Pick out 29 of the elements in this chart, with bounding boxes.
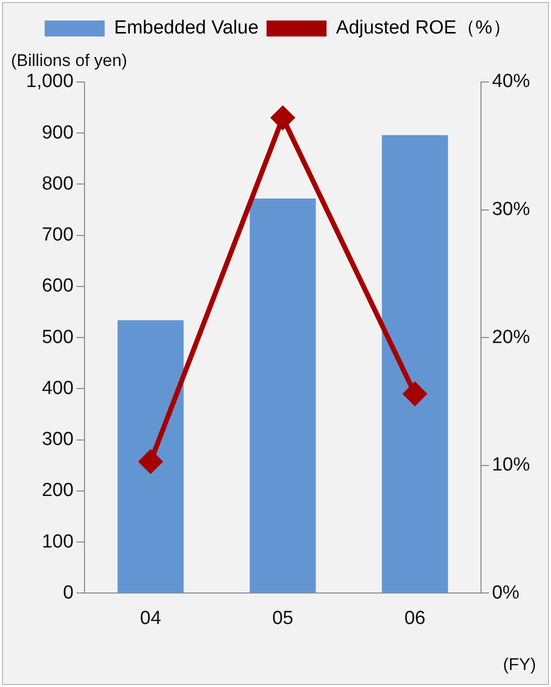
y-tick-label: 700	[42, 224, 74, 246]
point	[271, 106, 294, 130]
y2-tick-label: 40%	[492, 71, 530, 92]
y-tick-label: 200	[42, 480, 74, 502]
bar	[382, 135, 448, 593]
y2-tick-label: 20%	[492, 326, 530, 348]
y-tick-label: 100	[42, 531, 74, 552]
bar	[118, 320, 184, 593]
y-tick-label: 1,000	[26, 71, 74, 92]
y-tick-label: 600	[42, 276, 74, 297]
y-tick-label: 300	[42, 429, 74, 450]
point	[139, 450, 162, 474]
point	[403, 382, 426, 406]
x-tick-label: 05	[272, 608, 294, 629]
y2-tick-label: 0%	[492, 582, 520, 604]
y-tick-label: 400	[42, 378, 74, 399]
legend-label: Adjusted ROE（%）	[336, 18, 512, 39]
bar	[250, 198, 316, 593]
text: (FY)	[502, 655, 536, 674]
y-axis-title: (Billions of yen)	[11, 51, 128, 70]
y2-tick-label: 30%	[492, 199, 530, 220]
y-tick-label: 900	[42, 122, 74, 144]
y2-tick-label: 10%	[492, 454, 530, 476]
x-tick-label: 06	[404, 608, 426, 629]
legend-label: Embedded Value	[114, 18, 259, 39]
y-tick-label: 800	[42, 173, 74, 194]
y-tick-label: 0	[62, 582, 74, 604]
x-tick-label: 04	[140, 608, 162, 629]
y-tick-label: 500	[42, 326, 74, 348]
